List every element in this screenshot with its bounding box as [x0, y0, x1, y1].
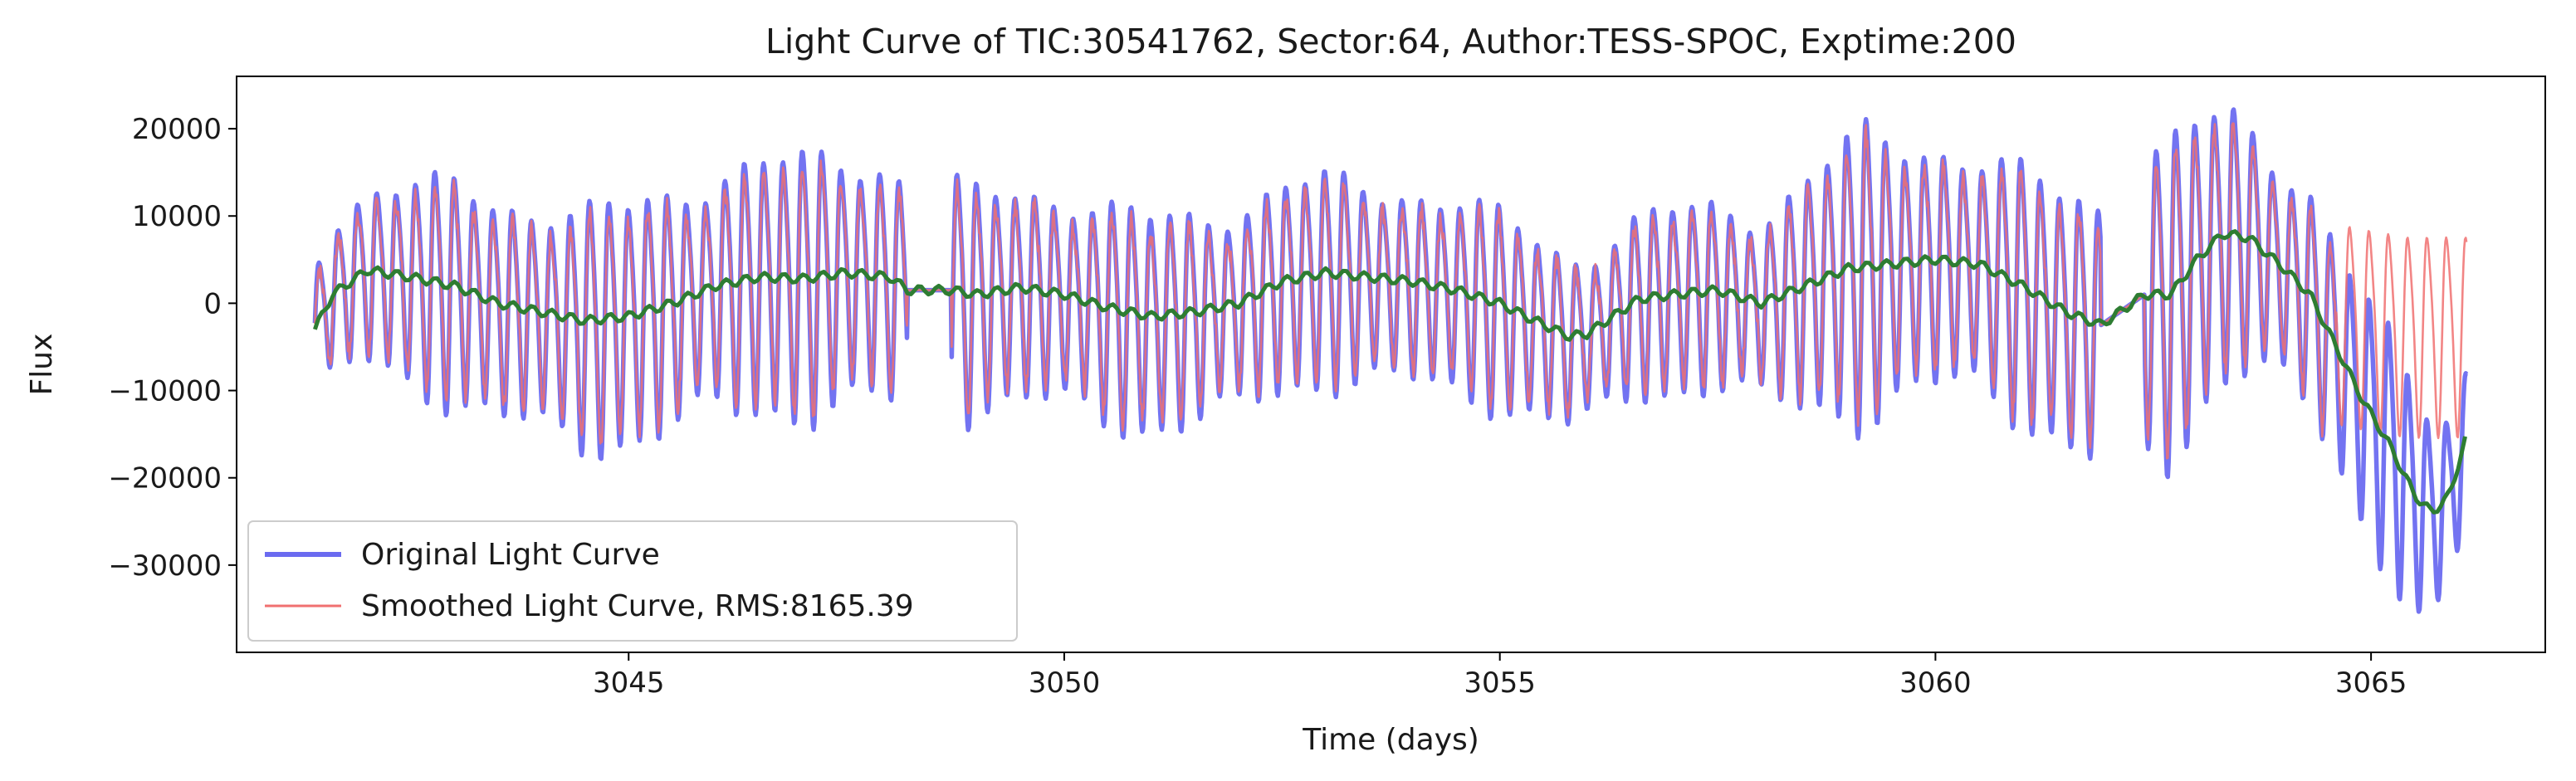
- series-smoothed-light-curve: [314, 122, 2468, 460]
- legend: Original Light Curve Smoothed Light Curv…: [247, 520, 1018, 642]
- y-tick-label: 10000: [132, 200, 222, 233]
- y-tick-label: −20000: [108, 462, 222, 495]
- legend-label-smoothed: Smoothed Light Curve, RMS:8165.39: [361, 589, 914, 623]
- series-layer: [312, 107, 2469, 614]
- legend-box: [247, 520, 1018, 642]
- series-trend-line: [313, 229, 2467, 515]
- x-tick-label: 3060: [1899, 666, 1972, 700]
- y-tick-label: 20000: [132, 113, 222, 146]
- y-tick-label: −10000: [108, 375, 222, 408]
- y-tick-label: −30000: [108, 549, 222, 583]
- chart-title: Light Curve of TIC:30541762, Sector:64, …: [765, 22, 2016, 61]
- y-axis: 20000 10000 0 −10000 −20000 −30000: [108, 113, 237, 583]
- x-axis: 3045 3050 3055 3060 3065: [593, 652, 2407, 700]
- x-tick-label: 3045: [593, 666, 665, 700]
- x-tick-label: 3050: [1029, 666, 1101, 700]
- x-tick-label: 3065: [2335, 666, 2407, 700]
- y-tick-label: 0: [203, 287, 222, 320]
- x-axis-label: Time (days): [1302, 723, 1479, 757]
- x-tick-label: 3055: [1464, 666, 1536, 700]
- plot-frame: [236, 76, 2546, 653]
- legend-label-original: Original Light Curve: [361, 538, 660, 572]
- y-axis-label: Flux: [25, 334, 59, 396]
